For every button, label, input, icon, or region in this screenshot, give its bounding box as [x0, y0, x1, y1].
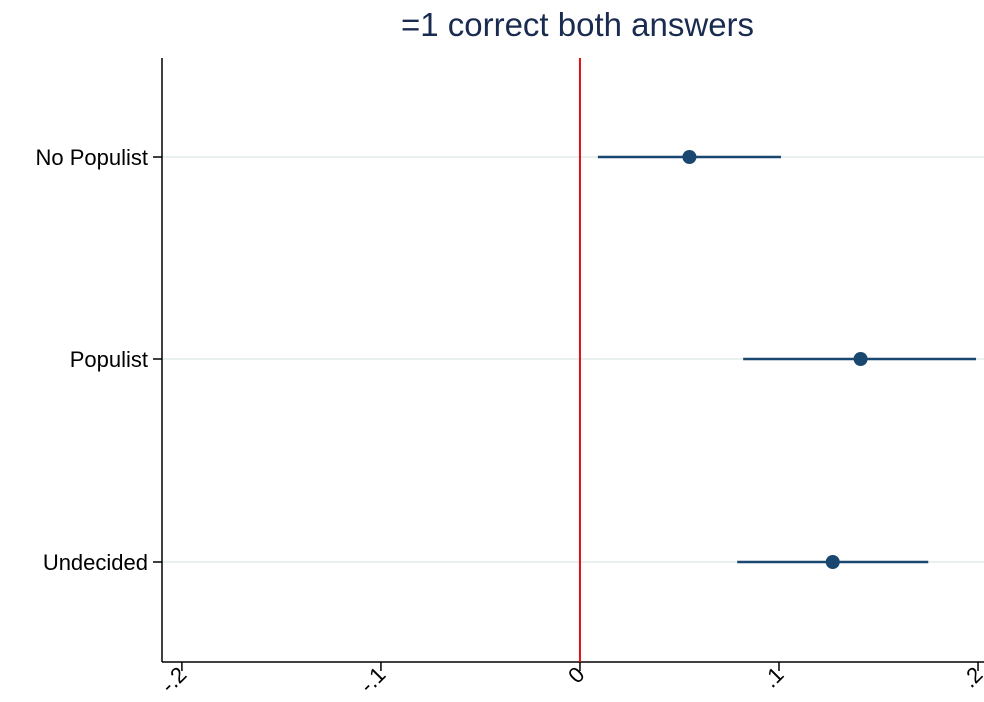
x-tick-label: -.1 — [355, 662, 391, 698]
point-estimate — [682, 150, 697, 164]
y-tick-label: No Populist — [35, 145, 148, 170]
x-tick-label: .2 — [957, 662, 984, 693]
chart-title: =1 correct both answers — [400, 6, 755, 43]
y-tick-label: Populist — [70, 347, 148, 372]
point-estimate — [825, 555, 840, 569]
point-estimate — [853, 352, 868, 366]
x-tick-label: 0 — [563, 662, 589, 688]
y-tick-label: Undecided — [43, 550, 148, 575]
x-tick-label: .1 — [758, 662, 789, 693]
x-tick-label: -.2 — [156, 662, 192, 698]
